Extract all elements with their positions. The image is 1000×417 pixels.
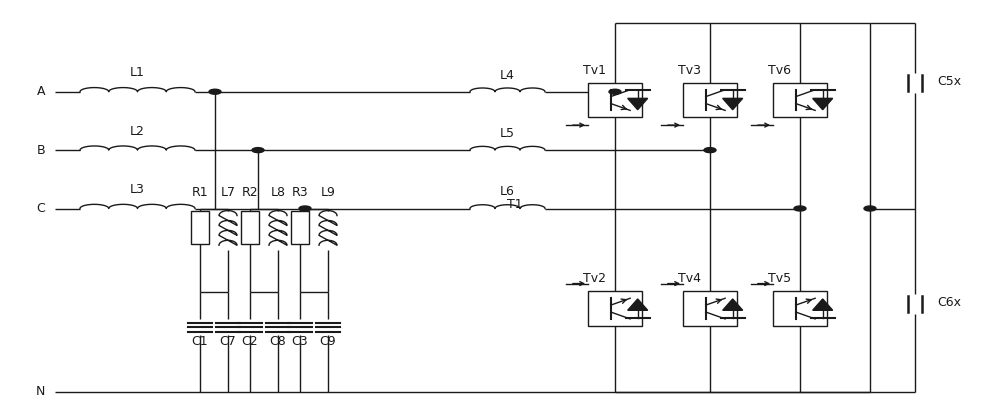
Text: Tv5: Tv5 [768,272,791,285]
Bar [683,291,737,326]
Polygon shape [723,98,743,110]
Bar [241,211,259,244]
Text: C5x: C5x [937,75,961,88]
Bar [773,83,827,117]
Circle shape [252,148,264,153]
Text: Tv1: Tv1 [583,64,606,77]
Circle shape [864,206,876,211]
Text: R1: R1 [192,186,208,199]
Text: C: C [36,202,45,215]
Bar [291,211,309,244]
Text: L8: L8 [270,186,286,199]
Circle shape [794,206,806,211]
Polygon shape [813,299,833,310]
Text: Tv4: Tv4 [678,272,701,285]
Text: B: B [36,143,45,157]
Polygon shape [628,299,648,310]
Text: R3: R3 [292,186,308,199]
Polygon shape [813,98,833,110]
Text: T1: T1 [507,198,523,211]
Text: L5: L5 [500,127,515,140]
Text: C3: C3 [292,335,308,349]
Text: L4: L4 [500,68,515,82]
Text: L6: L6 [500,185,515,198]
Bar [683,83,737,117]
Circle shape [209,89,221,94]
Circle shape [609,89,621,94]
Bar [588,291,642,326]
Circle shape [704,148,716,153]
Text: L2: L2 [130,125,145,138]
Polygon shape [628,98,648,110]
Bar [588,83,642,117]
Text: R2: R2 [242,186,258,199]
Text: A: A [36,85,45,98]
Polygon shape [723,299,743,310]
Text: C9: C9 [320,335,336,349]
Text: L1: L1 [130,66,145,80]
Text: Tv6: Tv6 [768,64,791,77]
Text: C7: C7 [220,335,236,349]
Text: L3: L3 [130,183,145,196]
Text: C8: C8 [270,335,286,349]
Text: N: N [36,385,45,399]
Text: C6x: C6x [937,296,961,309]
Text: Tv2: Tv2 [583,272,606,285]
Text: L9: L9 [321,186,335,199]
Text: C2: C2 [242,335,258,349]
Bar [191,211,209,244]
Circle shape [299,206,311,211]
Text: C1: C1 [192,335,208,349]
Bar [773,291,827,326]
Text: L7: L7 [220,186,236,199]
Text: Tv3: Tv3 [678,64,701,77]
